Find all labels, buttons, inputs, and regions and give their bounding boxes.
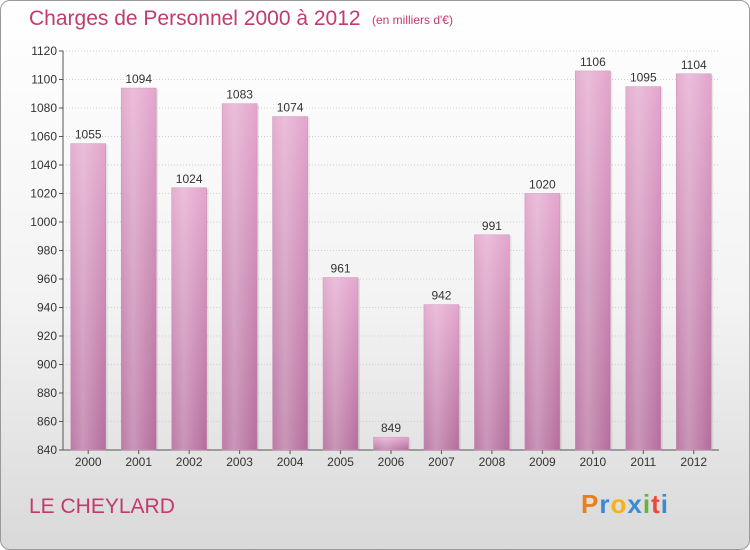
data-label-2012: 1104 xyxy=(681,58,707,72)
labels: 1055 2000 1094 2001 1024 2002 1083 2003 1074 2004… xyxy=(75,55,708,469)
bar-highlight xyxy=(474,234,510,450)
logo-letter: r xyxy=(599,489,611,519)
y-tick-label: 860 xyxy=(37,415,57,429)
data-label-2000: 1055 xyxy=(75,128,102,142)
x-tick-label-2011: 2011 xyxy=(630,455,656,469)
proxiti-logo: Proxiti xyxy=(581,489,669,520)
data-label-2010: 1106 xyxy=(580,55,606,69)
y-tick-label: 1060 xyxy=(30,130,57,144)
y-tick-label: 1120 xyxy=(31,44,57,58)
x-tick-label-2002: 2002 xyxy=(176,455,203,469)
bar-highlight xyxy=(171,187,207,451)
y-tick-label: 980 xyxy=(37,244,57,258)
data-label-2002: 1024 xyxy=(176,172,203,186)
bar-highlight xyxy=(524,193,560,450)
data-label-2011: 1095 xyxy=(630,71,657,85)
bar-highlight xyxy=(272,116,308,451)
y-tick-label: 920 xyxy=(37,329,57,343)
y-tick-label: 1000 xyxy=(30,215,57,229)
bars xyxy=(70,70,714,451)
logo-letter: i xyxy=(660,489,669,519)
logo-letter: o xyxy=(610,489,628,519)
bar-highlight xyxy=(575,70,611,450)
data-label-2004: 1074 xyxy=(277,101,304,115)
bar-highlight xyxy=(70,143,106,450)
bar-highlight xyxy=(676,73,712,451)
bar-highlight xyxy=(625,86,661,450)
x-tick-label-2009: 2009 xyxy=(529,455,556,469)
logo-letter: t xyxy=(651,489,661,519)
logo-letter: i xyxy=(642,489,652,519)
x-tick-label-2005: 2005 xyxy=(327,455,354,469)
bar-highlight xyxy=(121,88,157,451)
x-tick-label-2010: 2010 xyxy=(579,455,606,469)
x-tick-label-2012: 2012 xyxy=(680,455,707,469)
bar-highlight xyxy=(222,103,258,450)
chart-title: Charges de Personnel 2000 à 2012 xyxy=(29,7,361,30)
grid-lines xyxy=(63,50,719,451)
x-tick-label-2004: 2004 xyxy=(277,455,304,469)
x-tick-label-2001: 2001 xyxy=(125,455,152,469)
logo-letter: P xyxy=(581,489,600,519)
bar-highlight xyxy=(423,304,459,450)
data-label-2001: 1094 xyxy=(125,72,152,86)
x-tick-label-2000: 2000 xyxy=(75,455,102,469)
x-tick-label-2008: 2008 xyxy=(479,455,506,469)
data-label-2006: 849 xyxy=(381,421,401,435)
data-label-2008: 991 xyxy=(482,219,502,233)
data-label-2009: 1020 xyxy=(529,178,556,192)
x-tick-label-2003: 2003 xyxy=(226,455,253,469)
y-tick-label: 840 xyxy=(37,443,57,457)
bar-highlight xyxy=(323,277,359,450)
y-tick-label: 960 xyxy=(37,272,57,286)
y-tick-label: 900 xyxy=(37,358,57,372)
y-tick-label: 880 xyxy=(37,386,57,400)
bar-highlight xyxy=(373,437,409,450)
place-name: LE CHEYLARD xyxy=(29,495,175,518)
x-tick-label-2006: 2006 xyxy=(378,455,405,469)
data-label-2007: 942 xyxy=(431,289,451,303)
x-tick-label-2007: 2007 xyxy=(428,455,455,469)
y-tick-label: 1080 xyxy=(30,101,57,115)
y-tick-label: 1100 xyxy=(31,73,57,87)
logo-letter: x xyxy=(627,489,643,519)
y-tick-label: 1020 xyxy=(30,187,57,201)
data-label-2005: 961 xyxy=(331,262,351,276)
chart-subtitle: (en milliers d'€) xyxy=(372,13,453,27)
data-label-2003: 1083 xyxy=(226,88,253,102)
y-tick-label: 940 xyxy=(37,301,57,315)
y-tick-label: 1040 xyxy=(30,158,57,172)
